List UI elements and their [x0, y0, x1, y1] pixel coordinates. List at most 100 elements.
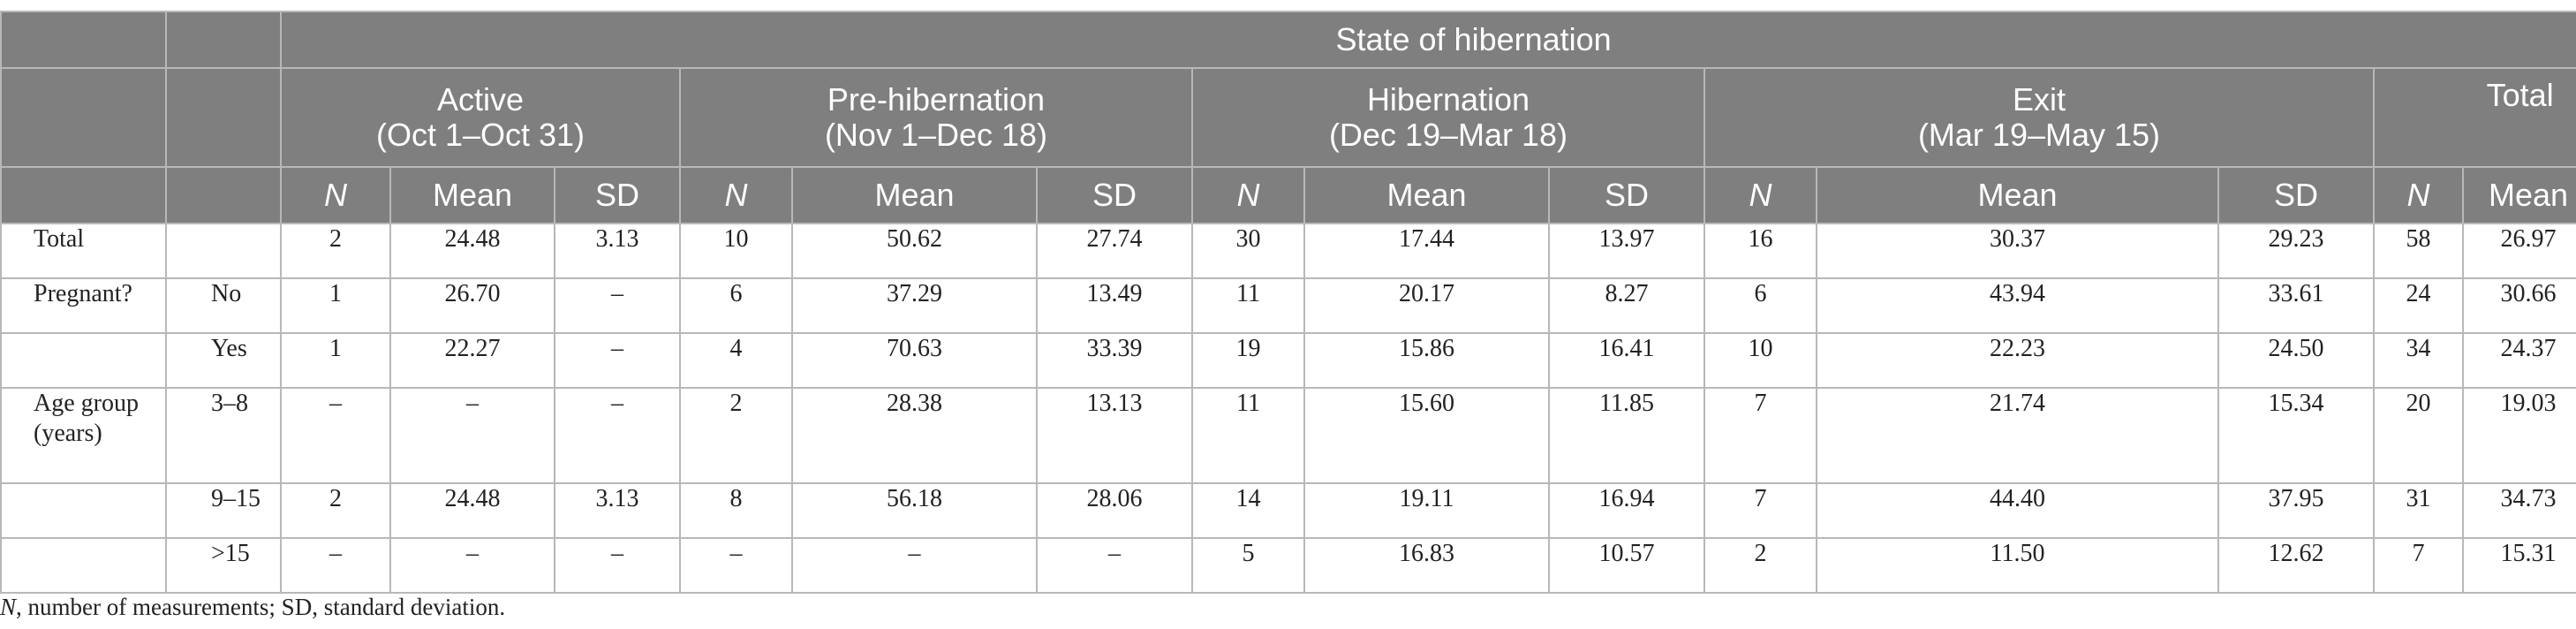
subcol-mean: Mean [791, 166, 1038, 224]
table-cell: – [389, 387, 555, 484]
table-cell: 22.27 [389, 332, 555, 389]
table-cell: 5 [1191, 537, 1305, 594]
table-cell: – [679, 537, 793, 594]
table-cell: 3.13 [554, 482, 681, 539]
table-cell: 16.41 [1548, 332, 1705, 389]
table-cell: 15.34 [2217, 387, 2375, 484]
table-cell: 4 [679, 332, 793, 389]
subcol-n: N [679, 166, 793, 224]
table-cell: 26.97 [2462, 223, 2576, 279]
table-cell: 20 [2373, 387, 2464, 484]
table-cell: 14 [1191, 482, 1305, 539]
group-header-exit: Exit (Mar 19–May 15) [1703, 67, 2375, 168]
table-footnote: N, number of measurements; SD, standard … [0, 594, 505, 621]
table-cell: 7 [1703, 387, 1817, 484]
table-cell: 50.62 [791, 223, 1038, 279]
row-label: Total [0, 223, 167, 279]
table-cell: 8 [679, 482, 793, 539]
table-cell: 70.63 [791, 332, 1038, 389]
table-cell: 7 [2373, 537, 2464, 594]
table-cell: 19 [1191, 332, 1305, 389]
table-cell: 43.94 [1816, 277, 2219, 334]
table-cell: 19.03 [2462, 387, 2576, 484]
table-cell: 1 [280, 277, 391, 334]
header-blank-label-3 [0, 166, 167, 224]
subcol-n: N [280, 166, 391, 224]
table-cell: 19.11 [1303, 482, 1550, 539]
table-row: 9–15 2 24.48 3.13 8 56.18 28.06 14 19.11 16.94 7 44… [0, 482, 2576, 539]
table-cell: – [554, 387, 681, 484]
subcol-n: N [1191, 166, 1305, 224]
table-row: Pregnant? No 1 26.70–6 37.29 13.49 11 20.17 8.27… [0, 277, 2576, 334]
table-cell: – [554, 537, 681, 594]
group-header-total: Total [2372, 67, 2576, 168]
table-cell: 17.44 [1303, 223, 1550, 279]
row-label: Pregnant? [0, 277, 167, 334]
group-header-hibernation: Hibernation (Dec 19–Mar 18) [1191, 67, 1705, 168]
table-cell: 11.50 [1816, 537, 2219, 594]
table-cell: 24.48 [389, 482, 555, 539]
table-cell: 24.50 [2217, 332, 2375, 389]
table-cell: 1 [280, 332, 391, 389]
table-cell: – [389, 537, 555, 594]
header-blank-sub [165, 11, 282, 69]
header-state-of-hibernation: State of hibernation [279, 11, 2576, 69]
table-body: Total 2 24.48 3.13 10 50.62 27.74 30 17.44 13.97 1… [0, 223, 2576, 594]
table-cell: 11.85 [1548, 387, 1705, 484]
table-header: State of hibernation Active (Oct 1–Oct 31… [0, 11, 2576, 224]
table-cell: 30.37 [1816, 223, 2219, 279]
table-cell: 2 [280, 482, 391, 539]
table-cell: 8.27 [1548, 277, 1705, 334]
table-cell: 20.17 [1303, 277, 1550, 334]
row-sublabel: No [165, 277, 282, 334]
table-cell: 6 [1703, 277, 1817, 334]
subcol-n: N [2373, 166, 2464, 224]
table-cell: 16.83 [1303, 537, 1550, 594]
table-cell: 10 [679, 223, 793, 279]
header-blank-sub-3 [165, 166, 282, 224]
table-cell: 11 [1191, 387, 1305, 484]
footnote-n-symbol: N [0, 594, 17, 620]
row-sublabel [165, 223, 282, 279]
subcol-sd: SD [2217, 166, 2375, 224]
table-cell: 16 [1703, 223, 1817, 279]
footnote-text: , number of measurements; SD, standard d… [16, 594, 506, 620]
table-cell: 29.23 [2217, 223, 2375, 279]
row-label [0, 332, 167, 389]
table-cell: 13.97 [1548, 223, 1705, 279]
row-sublabel: Yes [165, 332, 282, 389]
subcol-sd: SD [554, 166, 681, 224]
header-blank-label-2 [0, 67, 167, 168]
table-cell: 24.48 [389, 223, 555, 279]
table-cell: 13.13 [1036, 387, 1193, 484]
table-cell: 30.66 [2462, 277, 2576, 334]
subcol-n: N [1703, 166, 1817, 224]
table-cell: – [280, 537, 391, 594]
table-cell: 2 [679, 387, 793, 484]
group-header-pre-hibernation: Pre-hibernation (Nov 1–Dec 18) [679, 67, 1193, 168]
row-sublabel: 9–15 [165, 482, 282, 539]
table-cell: 26.70 [389, 277, 555, 334]
table-row: Total 2 24.48 3.13 10 50.62 27.74 30 17.44 13.97 1… [0, 223, 2576, 279]
table-cell: 33.39 [1036, 332, 1193, 389]
table-cell: 21.74 [1816, 387, 2219, 484]
table-cell: 37.29 [791, 277, 1038, 334]
table-cell: 56.18 [791, 482, 1038, 539]
table-cell: 10 [1703, 332, 1817, 389]
hibernation-table: State of hibernation Active (Oct 1–Oct 31… [0, 11, 2576, 594]
row-label [0, 537, 167, 594]
table-row: Yes 1 22.27–4 70.63 33.39 19 15.86 16.41 10 22.23… [0, 332, 2576, 389]
header-blank-sub-2 [165, 67, 282, 168]
row-label [0, 482, 167, 539]
table-cell: 44.40 [1816, 482, 2219, 539]
table-cell: 15.31 [2462, 537, 2576, 594]
table-cell: 15.86 [1303, 332, 1550, 389]
table-cell: 13.49 [1036, 277, 1193, 334]
table-row: >15––––––516.8310.57211.5012.62715.3110.… [0, 537, 2576, 594]
table-cell: 24.37 [2462, 332, 2576, 389]
table-cell: 2 [1703, 537, 1817, 594]
subcol-mean: Mean [1303, 166, 1550, 224]
table-cell: 28.06 [1036, 482, 1193, 539]
table-cell: 16.94 [1548, 482, 1705, 539]
row-sublabel: >15 [165, 537, 282, 594]
